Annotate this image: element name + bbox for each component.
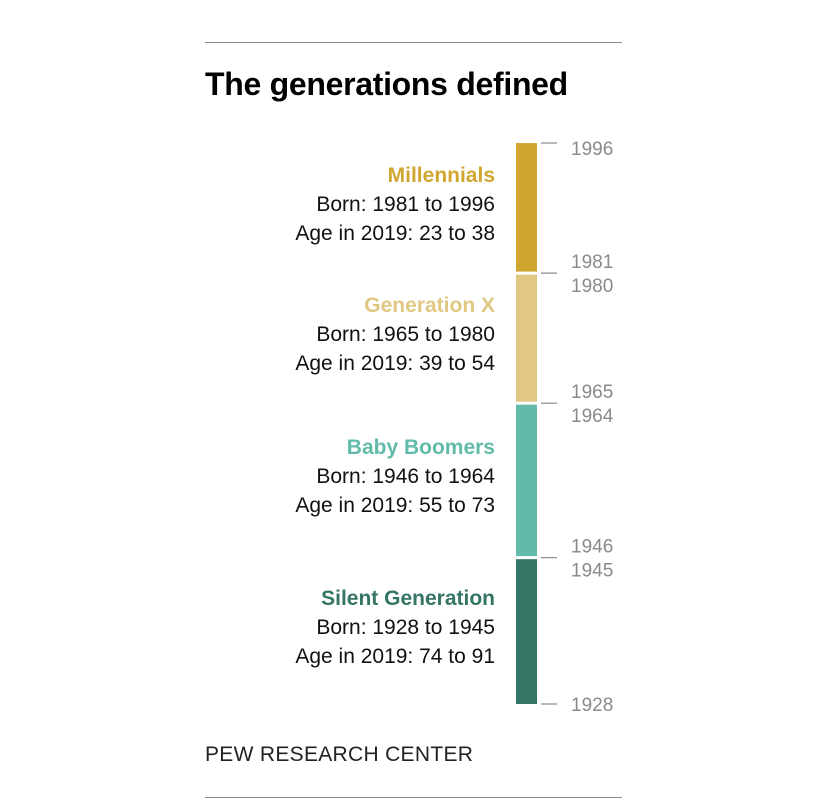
top-rule [205,42,622,43]
generation-label: Baby Boomers Born: 1946 to 1964 Age in 201… [295,433,495,520]
bar-segment [516,559,537,704]
age-range: Age in 2019: 23 to 38 [295,222,495,246]
generation-name: Baby Boomers [346,436,495,460]
year-label-end: 1996 [571,139,613,160]
generation-label: Generation X Born: 1965 to 1980 Age in 201… [295,291,495,378]
year-label-start: 1946 [571,537,613,558]
bar-segment [516,404,537,557]
age-range: Age in 2019: 74 to 91 [295,644,495,668]
generation-label: Silent Generation Born: 1928 to 1945 Age i… [295,584,495,671]
bar-segment [516,274,537,402]
source-footer: PEW RESEARCH CENTER [205,743,474,766]
generation-name: Generation X [364,294,495,318]
chart-title: The generations defined [205,66,568,102]
bar-segment [516,143,537,272]
year-label-start: 1928 [571,695,613,716]
year-label-end: 1945 [571,561,613,582]
bottom-rule [205,797,622,798]
year-label-end: 1980 [571,276,613,297]
age-range: Age in 2019: 39 to 54 [295,352,495,376]
year-label-start: 1981 [571,252,613,273]
year-label-start: 1965 [571,382,613,403]
born-range: Born: 1946 to 1964 [316,465,495,489]
generation-label: Millennials Born: 1981 to 1996 Age in 2019… [295,161,495,248]
born-range: Born: 1928 to 1945 [316,615,495,639]
born-range: Born: 1981 to 1996 [316,193,495,217]
age-range: Age in 2019: 55 to 73 [295,494,495,518]
born-range: Born: 1965 to 1980 [316,323,495,347]
generation-name: Millennials [387,164,495,188]
generation-name: Silent Generation [321,586,495,610]
year-label-end: 1964 [571,406,614,427]
